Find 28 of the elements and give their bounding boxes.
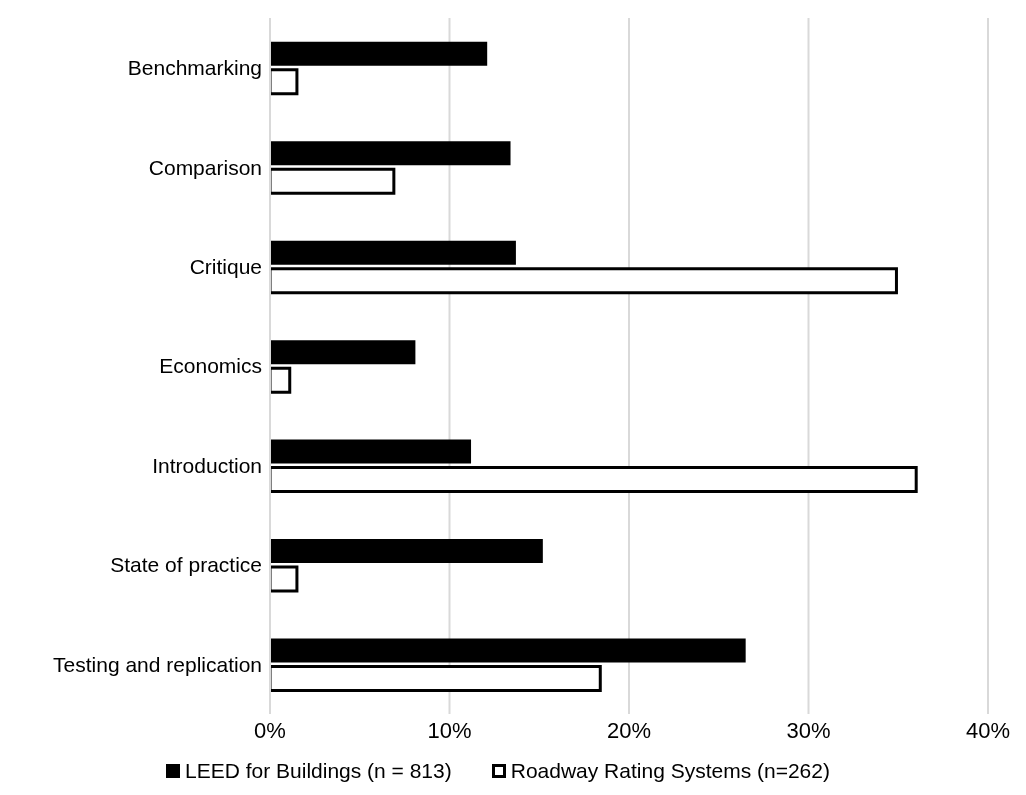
y-tick-label: State of practice [110,553,262,577]
y-tick-label: Economics [159,354,262,378]
bar [270,664,602,692]
bar [270,340,416,365]
bar [270,366,292,394]
x-tick-label: 10% [427,717,472,743]
x-tick-label: 20% [606,717,652,743]
bar [270,240,516,265]
legend-label: Roadway Rating Systems (n=262) [510,759,830,783]
x-tick-label: 40% [965,717,1011,743]
bar [270,141,511,166]
bar [270,638,746,663]
y-tick-label: Testing and replication [53,652,262,676]
bar [270,466,918,494]
x-tick-label: 0% [254,717,286,743]
bar [270,267,898,295]
x-tick-label: 30% [786,717,831,743]
legend-label: LEED for Buildings (n = 813) [185,759,452,783]
bar [270,41,488,66]
bar [270,565,299,593]
bar [270,539,543,564]
y-tick-label: Comparison [148,155,262,179]
y-tick-label: Introduction [152,453,262,477]
bar [270,68,299,96]
y-tick-label: Critique [189,255,262,279]
bar [270,439,472,464]
y-tick-label: Benchmarking [127,56,262,80]
bar [270,167,396,195]
